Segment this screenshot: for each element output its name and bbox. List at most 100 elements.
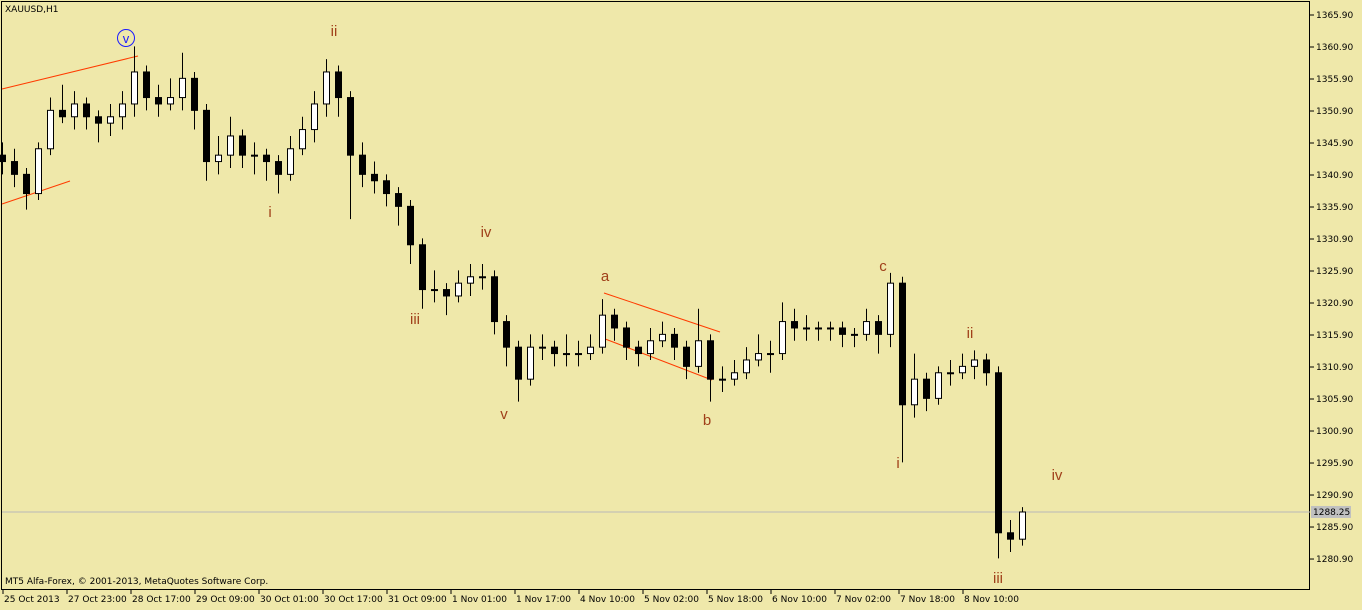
candle-body [479, 276, 486, 279]
plot-frame [1, 1, 1310, 590]
candle-body [299, 129, 306, 150]
wave-label: v [123, 31, 130, 46]
price-label: 1288.25 [1313, 508, 1350, 518]
candle-body [695, 340, 702, 367]
candle-body [251, 154, 258, 157]
y-tick-label: 1300.90 [1316, 427, 1353, 437]
candle-body [539, 346, 546, 349]
candle-body [467, 276, 474, 284]
candle-body [275, 161, 282, 175]
candle-body [959, 365, 966, 374]
candle-body [443, 289, 450, 297]
candle-body [803, 327, 810, 330]
candle-body [131, 71, 138, 105]
x-tick-label: 7 Nov 18:00 [900, 595, 955, 605]
candle-body [599, 314, 606, 348]
wave-label: a [601, 268, 610, 285]
candle-body [887, 282, 894, 335]
wave-label: ii [331, 23, 338, 40]
x-tick-label: 5 Nov 02:00 [644, 595, 699, 605]
wave-label: iv [1052, 467, 1063, 484]
candle-body [59, 109, 66, 118]
candle-body [659, 333, 666, 342]
candle-body [0, 154, 6, 163]
x-tick-label: 1 Nov 17:00 [516, 595, 571, 605]
candle-body [191, 77, 198, 111]
y-tick-label: 1350.90 [1316, 107, 1353, 117]
x-tick-label: 5 Nov 18:00 [708, 595, 763, 605]
candle-body [551, 346, 558, 355]
symbol-title: XAUUSD,H1 [5, 5, 59, 15]
candle-body [839, 327, 846, 335]
candle-body [827, 327, 834, 330]
candle-body [155, 97, 162, 105]
candle-body [431, 289, 438, 292]
candle-body [335, 71, 342, 99]
candle-body [227, 135, 234, 156]
candle-body [383, 180, 390, 195]
trendline [1, 55, 139, 90]
candle-body [983, 359, 990, 374]
candle-body [179, 77, 186, 99]
candle-body [11, 161, 18, 175]
candle-body [899, 282, 906, 406]
candle-body [311, 103, 318, 131]
candle-body [623, 327, 630, 348]
wave-label: c [879, 258, 887, 275]
candle-body [683, 346, 690, 367]
candle-body [455, 282, 462, 297]
candle-body [923, 378, 930, 399]
candle-body [263, 154, 270, 163]
candle-body [47, 109, 54, 150]
candle-body [611, 314, 618, 329]
y-tick-label: 1315.90 [1316, 331, 1353, 341]
y-tick-label: 1325.90 [1316, 267, 1353, 277]
candle-body [407, 205, 414, 246]
candle-body [503, 321, 510, 348]
candle-body [215, 154, 222, 163]
candle-body [587, 346, 594, 355]
candle-body [743, 359, 750, 374]
x-tick-label: 7 Nov 02:00 [836, 595, 891, 605]
wave-label: i [896, 455, 899, 472]
wave-label: iii [993, 570, 1003, 587]
candle-body [851, 333, 858, 336]
candle-body [719, 378, 726, 381]
candle-body [1019, 511, 1026, 540]
x-tick-label: 6 Nov 10:00 [772, 595, 827, 605]
x-tick-label: 27 Oct 23:00 [68, 595, 127, 605]
copyright: MT5 Alfa-Forex, © 2001-2013, MetaQuotes … [5, 577, 268, 587]
y-tick-label: 1320.90 [1316, 299, 1353, 309]
wave-label: iv [481, 224, 492, 241]
wave-circle [117, 29, 135, 47]
candle-body [911, 378, 918, 406]
trendline [599, 336, 713, 381]
candle-body [791, 321, 798, 329]
y-tick-label: 1285.90 [1316, 523, 1353, 533]
y-tick-label: 1330.90 [1316, 235, 1353, 245]
candle-body [419, 244, 426, 291]
candle-body [347, 97, 354, 156]
y-tick-label: 1355.90 [1316, 75, 1353, 85]
y-tick-label: 1335.90 [1316, 203, 1353, 213]
candle-body [23, 173, 30, 195]
trendline [603, 292, 721, 333]
candle-body [371, 173, 378, 182]
wave-label: ii [967, 325, 974, 342]
candle-body [491, 276, 498, 323]
y-tick-label: 1280.90 [1316, 555, 1353, 565]
y-tick-label: 1365.90 [1316, 11, 1353, 21]
candle-body [203, 109, 210, 163]
candle-body [395, 193, 402, 207]
candle-body [863, 321, 870, 335]
x-tick-label: 30 Oct 17:00 [324, 595, 383, 605]
candle-body [83, 103, 90, 118]
y-tick-label: 1295.90 [1316, 459, 1353, 469]
candle-body [359, 154, 366, 175]
candle-body [815, 327, 822, 330]
candle-body [947, 372, 954, 375]
candle-body [563, 353, 570, 356]
y-tick-label: 1310.90 [1316, 363, 1353, 373]
candle-body [107, 116, 114, 124]
